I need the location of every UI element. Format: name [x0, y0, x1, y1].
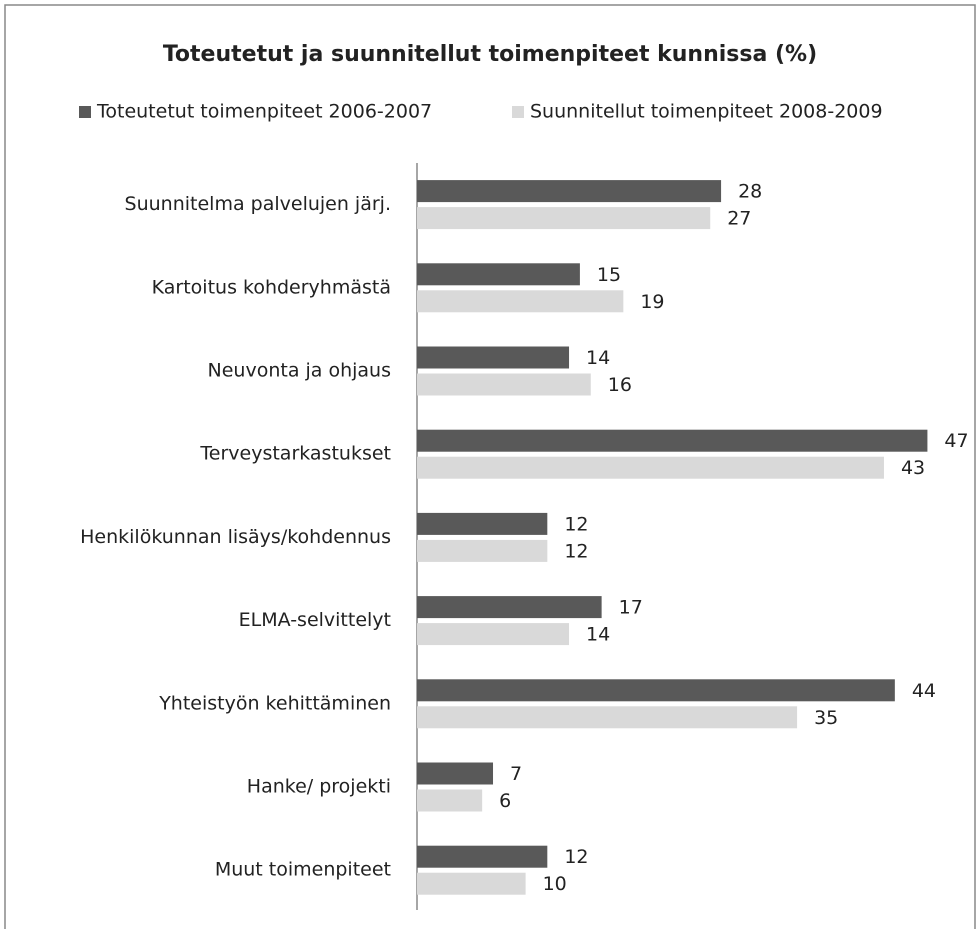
bar	[417, 596, 602, 619]
legend-label: Suunnitellut toimenpiteet 2008-2009	[530, 101, 883, 123]
y-tick-label: Muut toimenpiteet	[215, 859, 391, 881]
value-label: 28	[738, 181, 762, 203]
value-label: 27	[727, 208, 751, 230]
value-label: 12	[564, 540, 588, 562]
value-label: 44	[912, 680, 936, 702]
value-label: 12	[564, 513, 588, 535]
bar	[417, 679, 895, 702]
bar	[417, 346, 570, 369]
bar	[417, 845, 548, 868]
bar	[417, 263, 580, 286]
chart-border	[4, 4, 976, 929]
bar	[417, 623, 570, 646]
y-tick-label: Kartoitus kohderyhmästä	[152, 276, 391, 298]
bar	[417, 512, 548, 535]
value-label: 6	[499, 790, 511, 812]
value-label: 12	[564, 846, 588, 868]
y-tick-label: Henkilökunnan lisäys/kohdennus	[80, 526, 391, 548]
value-label: 14	[586, 624, 610, 646]
bar	[417, 789, 483, 812]
legend-label: Toteutetut toimenpiteet 2006-2007	[96, 101, 432, 123]
y-tick-label: ELMA-selvittelyt	[239, 609, 391, 631]
bar	[417, 290, 624, 313]
value-label: 15	[597, 264, 621, 286]
bar	[417, 539, 548, 562]
bar	[417, 762, 494, 785]
bar	[417, 429, 928, 452]
bar	[417, 180, 722, 203]
value-label: 35	[814, 707, 838, 729]
bar	[417, 373, 591, 396]
value-label: 47	[944, 430, 968, 452]
value-label: 16	[608, 374, 632, 396]
y-tick-label: Neuvonta ja ohjaus	[208, 360, 391, 382]
value-label: 19	[640, 291, 664, 313]
bar	[417, 706, 798, 729]
y-tick-label: Terveystarkastukset	[199, 443, 391, 465]
value-label: 10	[543, 873, 567, 895]
bar	[417, 872, 526, 895]
y-tick-label: Yhteistyön kehittäminen	[158, 692, 391, 714]
y-tick-label: Suunnitelma palvelujen järj.	[125, 193, 391, 215]
bar	[417, 207, 711, 230]
value-label: 14	[586, 347, 610, 369]
bar	[417, 456, 884, 479]
legend-swatch	[79, 106, 91, 118]
legend-swatch	[512, 106, 524, 118]
y-tick-label: Hanke/ projekti	[247, 776, 391, 798]
value-label: 7	[510, 763, 522, 785]
value-label: 43	[901, 457, 925, 479]
value-label: 17	[619, 597, 643, 619]
chart-title: Toteutetut ja suunnitellut toimenpiteet …	[163, 42, 817, 67]
